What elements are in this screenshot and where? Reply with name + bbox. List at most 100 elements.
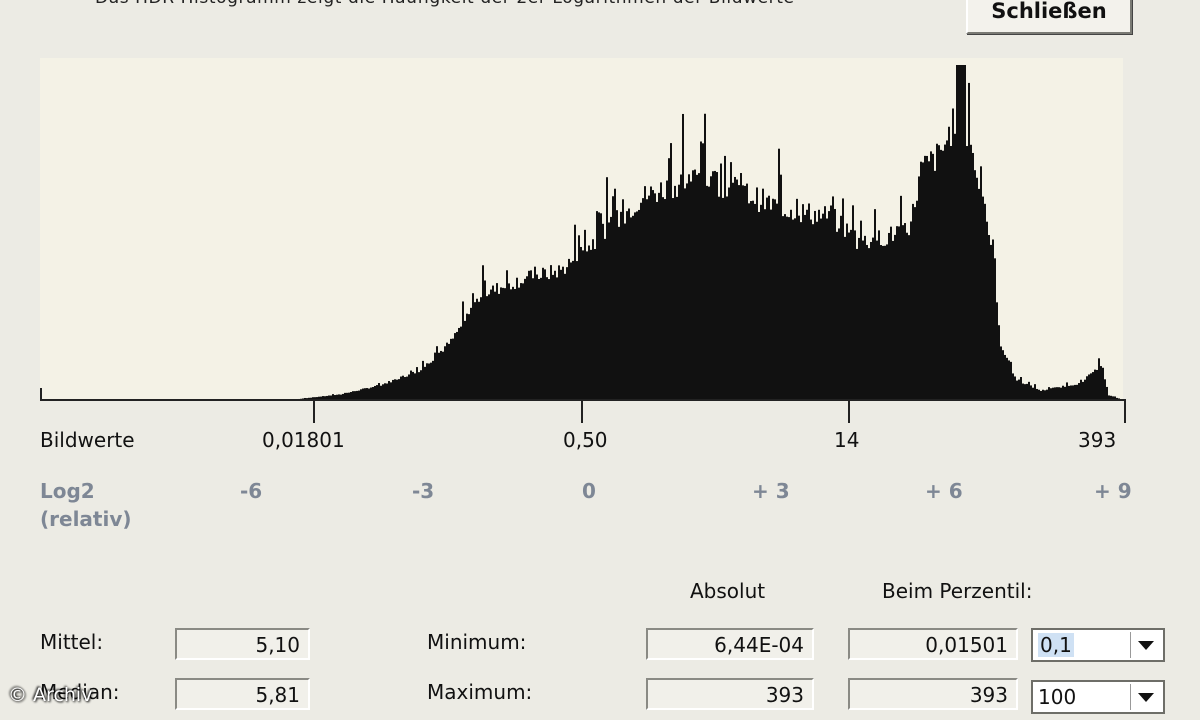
histogram-bar — [596, 211, 598, 400]
bildwerte-label: Bildwerte — [40, 428, 135, 452]
histogram-bar — [1044, 390, 1046, 400]
histogram-bar — [758, 211, 760, 400]
maximum-perzentil-select[interactable]: 100 — [1031, 680, 1165, 714]
histogram-bar — [434, 352, 436, 400]
histogram-bar — [1076, 384, 1078, 400]
histogram-bar — [324, 396, 326, 400]
histogram-bar — [520, 283, 522, 400]
histogram-bar — [792, 219, 794, 400]
histogram-bar — [438, 352, 440, 400]
histogram-bar — [816, 221, 818, 400]
histogram-bar — [1026, 383, 1028, 400]
histogram-bar — [482, 265, 484, 400]
histogram-bar — [332, 394, 334, 400]
histogram-bar — [936, 143, 938, 400]
histogram-bar — [490, 289, 492, 400]
bildwerte-tick-label-4: 393 — [1078, 428, 1117, 452]
histogram-bar — [384, 383, 386, 400]
histogram-bar — [620, 211, 622, 400]
histogram-bar — [562, 266, 564, 400]
histogram-bar — [540, 277, 542, 400]
histogram-bar — [788, 217, 790, 400]
histogram-bar — [712, 171, 714, 400]
histogram-bar — [656, 201, 658, 400]
histogram-bar — [634, 212, 636, 400]
histogram-bar — [980, 166, 982, 400]
histogram-bar — [320, 396, 322, 400]
histogram-bar — [728, 187, 730, 400]
histogram-bar — [578, 235, 580, 400]
log2-label: Log2 — [40, 479, 95, 503]
histogram-bar — [894, 234, 896, 400]
histogram-bar — [1068, 385, 1070, 400]
histogram-bar — [630, 217, 632, 400]
histogram-bar — [1006, 357, 1008, 400]
histogram-bar — [956, 65, 958, 400]
histogram-bar — [508, 283, 510, 400]
histogram-bar — [594, 248, 596, 400]
histogram-bar — [842, 198, 844, 400]
histogram-bar — [984, 203, 986, 400]
histogram-bar — [1062, 385, 1064, 400]
histogram-bar — [890, 226, 892, 400]
histogram-bar — [512, 286, 514, 400]
chevron-down-icon[interactable] — [1130, 632, 1161, 658]
histogram-bar — [558, 265, 560, 400]
histogram-bar — [750, 201, 752, 400]
histogram-bar — [1098, 358, 1100, 400]
histogram-bar — [502, 287, 504, 400]
histogram-bar — [358, 390, 360, 400]
histogram-bar — [848, 232, 850, 400]
bildwerte-tick-label-2: 0,50 — [563, 428, 608, 452]
histogram-bar — [618, 226, 620, 400]
histogram-bar — [912, 203, 914, 400]
minimum-perzentil-select[interactable]: 0,1 — [1031, 628, 1165, 662]
histogram-bar — [856, 248, 858, 400]
close-button[interactable]: Schließen — [966, 0, 1132, 34]
histogram-bar — [546, 277, 548, 400]
histogram-bar — [378, 383, 380, 400]
median-field: 5,81 — [175, 678, 310, 710]
log-tick-label-1: -6 — [240, 479, 263, 503]
histogram-bar — [494, 291, 496, 400]
histogram-bar — [662, 197, 664, 400]
histogram-bar — [360, 389, 362, 400]
histogram-bar — [1090, 373, 1092, 400]
histogram-bar — [1046, 389, 1048, 400]
histogram-bar — [974, 170, 976, 400]
histogram-bar — [872, 237, 874, 400]
histogram-bar — [694, 169, 696, 400]
histogram-bar — [1114, 396, 1116, 400]
histogram-bar — [394, 379, 396, 400]
histogram-bar — [672, 198, 674, 400]
histogram-bar — [612, 196, 614, 400]
histogram-description: Das HDR Histogramm zeigt die Häufigkeit … — [95, 0, 795, 8]
histogram-bar — [514, 288, 516, 400]
histogram-bar — [1000, 346, 1002, 400]
histogram-bar — [1066, 382, 1068, 400]
histogram-bar — [340, 394, 342, 400]
histogram-bar — [882, 245, 884, 400]
histogram-bar — [556, 277, 558, 400]
histogram-bar — [370, 387, 372, 400]
histogram-bar — [440, 350, 442, 400]
histogram-bar — [752, 200, 754, 400]
histogram-bar — [870, 241, 872, 400]
histogram-bar — [644, 186, 646, 400]
histogram-bar — [778, 148, 780, 400]
histogram-bar — [932, 153, 934, 400]
histogram-bar — [730, 162, 732, 400]
histogram-bar — [916, 200, 918, 400]
chevron-down-icon[interactable] — [1130, 684, 1161, 710]
histogram-bar — [680, 174, 682, 400]
histogram-bar — [824, 206, 826, 400]
histogram-bar — [954, 133, 956, 400]
histogram-bar — [348, 392, 350, 400]
histogram-bar — [1116, 397, 1118, 400]
histogram-bar — [676, 196, 678, 400]
histogram-bar — [796, 198, 798, 400]
histogram-bar — [368, 388, 370, 400]
minimum-label: Minimum: — [427, 630, 527, 654]
histogram-bar — [884, 245, 886, 400]
histogram-bar — [862, 240, 864, 400]
